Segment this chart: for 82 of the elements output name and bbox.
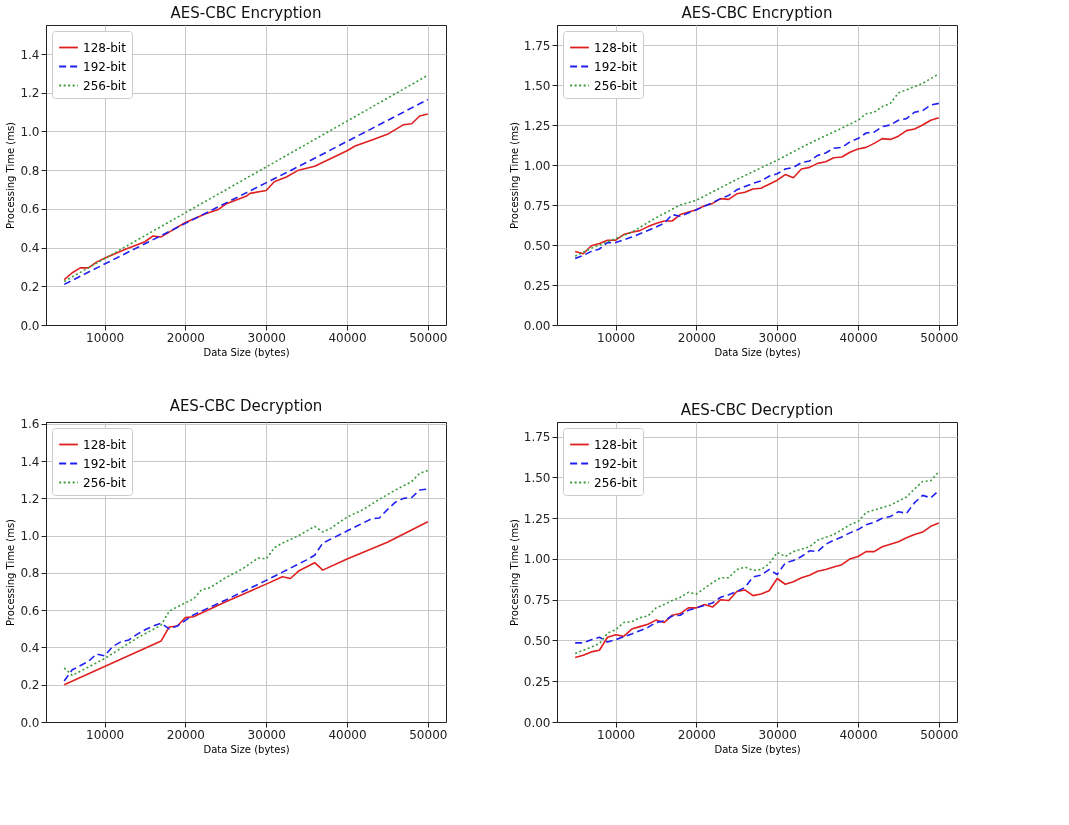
x-tick-label: 10000 [85, 330, 125, 345]
x-tick-label: 50000 [409, 330, 448, 345]
y-axis-title: Processing Time (ms) [508, 518, 520, 626]
y-tick-label: 0.75 [523, 198, 551, 213]
y-tick-label: 0.8 [20, 566, 40, 581]
y-tick-label: 0.25 [523, 674, 551, 689]
y-tick-label: 0.2 [20, 678, 40, 693]
x-tick-label: 20000 [677, 727, 716, 742]
x-tick-label: 10000 [596, 330, 636, 345]
x-tick-label: 30000 [758, 727, 797, 742]
y-tick-label: 1.25 [523, 511, 551, 526]
x-tick-label: 10000 [85, 727, 125, 742]
legend-label: 128-bit [594, 437, 638, 452]
y-tick-label: 1.2 [20, 86, 40, 101]
y-tick-label: 0.8 [20, 163, 40, 178]
chart-title: AES-CBC Decryption [680, 401, 834, 419]
legend-label: 256-bit [83, 475, 127, 490]
y-tick-label: 1.2 [20, 491, 40, 506]
y-tick-label: 1.25 [523, 118, 551, 133]
line-series [574, 489, 940, 644]
y-tick-label: 1.00 [523, 158, 551, 173]
y-tick-label: 0.2 [20, 279, 40, 294]
y-tick-label: 0.75 [523, 593, 551, 608]
y-tick-label: 1.6 [20, 417, 40, 432]
x-tick-label: 40000 [328, 330, 367, 345]
y-tick-label: 0.25 [523, 278, 551, 293]
x-axis-title: Data Size (bytes) [714, 346, 801, 358]
y-tick-label: 0.0 [20, 318, 40, 333]
y-tick-label: 0.6 [20, 202, 40, 217]
x-axis-title: Data Size (bytes) [714, 743, 801, 755]
y-axis-title: Processing Time (ms) [5, 121, 17, 229]
x-tick-label: 50000 [920, 330, 959, 345]
chart-title: AES-CBC Encryption [170, 4, 322, 22]
y-tick-label: 0.50 [523, 238, 551, 253]
y-tick-label: 1.0 [20, 124, 40, 139]
legend-label: 192-bit [594, 456, 638, 471]
line-series [574, 522, 940, 659]
y-tick-label: 0.0 [20, 715, 40, 730]
y-tick-label: 0.4 [20, 241, 40, 256]
legend-label: 192-bit [594, 59, 638, 74]
y-axis-title: Processing Time (ms) [508, 121, 520, 229]
x-tick-label: 40000 [839, 330, 878, 345]
y-tick-label: 1.50 [523, 470, 551, 485]
y-tick-label: 1.4 [20, 454, 40, 469]
y-tick-label: 1.75 [523, 38, 551, 53]
y-tick-label: 1.00 [523, 552, 551, 567]
y-tick-label: 0.4 [20, 640, 40, 655]
legend-label: 128-bit [83, 40, 127, 55]
legend-label: 256-bit [594, 78, 638, 93]
x-tick-label: 30000 [758, 330, 797, 345]
y-tick-label: 0.00 [523, 715, 551, 730]
line-series [63, 520, 429, 686]
y-tick-label: 1.50 [523, 78, 551, 93]
legend-label: 256-bit [594, 475, 638, 490]
x-tick-label: 10000 [596, 727, 636, 742]
x-tick-label: 50000 [409, 727, 448, 742]
x-axis-title: Data Size (bytes) [203, 743, 290, 755]
y-tick-label: 1.75 [523, 430, 551, 445]
x-tick-label: 50000 [920, 727, 959, 742]
x-tick-label: 20000 [166, 330, 205, 345]
y-tick-label: 1.0 [20, 529, 40, 544]
x-tick-label: 40000 [839, 727, 878, 742]
legend-label: 192-bit [83, 456, 127, 471]
x-tick-label: 30000 [247, 330, 286, 345]
x-tick-label: 20000 [677, 330, 716, 345]
x-tick-label: 40000 [328, 727, 367, 742]
chart-title: AES-CBC Decryption [169, 396, 323, 415]
y-axis-title: Processing Time (ms) [5, 518, 17, 626]
y-tick-label: 0.50 [523, 633, 551, 648]
legend-label: 128-bit [83, 437, 127, 452]
y-tick-label: 0.6 [20, 603, 40, 618]
legend-label: 128-bit [594, 40, 638, 55]
x-axis-title: Data Size (bytes) [203, 346, 290, 358]
x-tick-label: 30000 [247, 727, 286, 742]
legend-label: 256-bit [83, 78, 127, 93]
line-series [574, 73, 940, 257]
legend-label: 192-bit [83, 59, 127, 74]
y-tick-label: 0.00 [523, 318, 551, 333]
y-tick-label: 1.4 [20, 47, 40, 62]
x-tick-label: 20000 [166, 727, 205, 742]
line-series [574, 470, 940, 655]
chart-title: AES-CBC Encryption [681, 4, 833, 22]
